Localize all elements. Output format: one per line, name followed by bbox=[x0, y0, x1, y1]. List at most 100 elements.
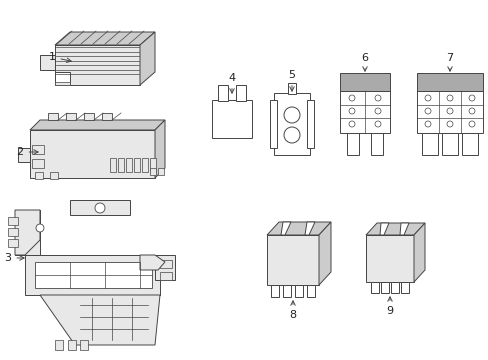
Polygon shape bbox=[266, 222, 330, 235]
Bar bbox=[416, 73, 482, 91]
Text: 7: 7 bbox=[446, 53, 453, 71]
Text: 5: 5 bbox=[288, 70, 295, 91]
Bar bbox=[370, 282, 378, 293]
Circle shape bbox=[468, 121, 474, 127]
Bar bbox=[339, 73, 389, 91]
Bar bbox=[287, 83, 295, 94]
Polygon shape bbox=[55, 45, 140, 85]
Bar bbox=[142, 158, 148, 172]
Bar bbox=[150, 158, 156, 172]
Polygon shape bbox=[379, 223, 388, 235]
Polygon shape bbox=[35, 262, 152, 288]
Circle shape bbox=[424, 121, 430, 127]
Bar bbox=[118, 158, 124, 172]
Bar bbox=[55, 340, 63, 350]
Bar bbox=[380, 282, 388, 293]
Text: 6: 6 bbox=[361, 53, 368, 71]
Circle shape bbox=[36, 224, 44, 232]
Circle shape bbox=[348, 108, 354, 114]
Bar bbox=[158, 168, 163, 175]
Bar bbox=[80, 340, 88, 350]
Bar bbox=[212, 100, 251, 138]
Polygon shape bbox=[305, 222, 314, 235]
Polygon shape bbox=[318, 222, 330, 285]
Polygon shape bbox=[30, 130, 155, 178]
Text: 8: 8 bbox=[289, 301, 296, 320]
Bar bbox=[218, 85, 227, 101]
Circle shape bbox=[374, 108, 380, 114]
Polygon shape bbox=[40, 55, 55, 70]
Polygon shape bbox=[25, 255, 160, 295]
Text: 1: 1 bbox=[48, 52, 71, 62]
Bar bbox=[306, 285, 314, 297]
Polygon shape bbox=[55, 72, 70, 85]
Circle shape bbox=[95, 203, 105, 213]
Circle shape bbox=[446, 108, 452, 114]
Polygon shape bbox=[8, 239, 18, 247]
Circle shape bbox=[284, 107, 299, 123]
Bar bbox=[461, 133, 477, 155]
Polygon shape bbox=[8, 228, 18, 236]
Text: 3: 3 bbox=[4, 253, 24, 263]
Polygon shape bbox=[15, 210, 40, 255]
Circle shape bbox=[446, 121, 452, 127]
Polygon shape bbox=[15, 210, 40, 255]
Bar bbox=[441, 133, 457, 155]
Bar bbox=[416, 91, 482, 133]
Bar bbox=[35, 172, 43, 179]
Circle shape bbox=[446, 95, 452, 101]
Polygon shape bbox=[365, 223, 424, 235]
Polygon shape bbox=[30, 120, 164, 130]
Polygon shape bbox=[140, 32, 155, 85]
Bar bbox=[269, 100, 276, 148]
Bar bbox=[110, 158, 116, 172]
Polygon shape bbox=[66, 113, 76, 120]
Polygon shape bbox=[102, 113, 112, 120]
Text: 9: 9 bbox=[386, 297, 393, 316]
Polygon shape bbox=[160, 272, 172, 280]
Polygon shape bbox=[140, 255, 164, 270]
Circle shape bbox=[374, 121, 380, 127]
Bar bbox=[236, 85, 245, 101]
Polygon shape bbox=[84, 113, 94, 120]
Circle shape bbox=[468, 108, 474, 114]
Bar bbox=[400, 282, 408, 293]
Bar bbox=[339, 91, 389, 133]
Bar bbox=[294, 285, 303, 297]
Polygon shape bbox=[18, 148, 30, 162]
Bar bbox=[421, 133, 437, 155]
Polygon shape bbox=[8, 217, 18, 225]
Bar bbox=[68, 340, 76, 350]
Circle shape bbox=[468, 95, 474, 101]
Circle shape bbox=[424, 108, 430, 114]
Text: 2: 2 bbox=[17, 147, 38, 157]
Bar bbox=[150, 168, 156, 175]
Polygon shape bbox=[70, 200, 130, 215]
Bar bbox=[126, 158, 132, 172]
Text: 4: 4 bbox=[228, 73, 235, 93]
Polygon shape bbox=[155, 255, 175, 280]
Polygon shape bbox=[55, 82, 70, 85]
Bar bbox=[346, 133, 358, 155]
Polygon shape bbox=[155, 120, 164, 178]
Bar bbox=[134, 158, 140, 172]
Bar bbox=[370, 133, 382, 155]
Bar bbox=[283, 285, 290, 297]
Bar bbox=[273, 93, 309, 155]
Bar bbox=[270, 285, 279, 297]
Polygon shape bbox=[40, 295, 160, 345]
Polygon shape bbox=[413, 223, 424, 282]
Polygon shape bbox=[160, 260, 172, 268]
Bar bbox=[32, 159, 44, 168]
Polygon shape bbox=[48, 113, 58, 120]
Polygon shape bbox=[365, 235, 413, 282]
Bar bbox=[390, 282, 398, 293]
Circle shape bbox=[374, 95, 380, 101]
Bar bbox=[32, 145, 44, 154]
Circle shape bbox=[424, 95, 430, 101]
Polygon shape bbox=[55, 32, 155, 45]
Circle shape bbox=[284, 127, 299, 143]
Bar bbox=[50, 172, 58, 179]
Bar bbox=[306, 100, 313, 148]
Polygon shape bbox=[266, 235, 318, 285]
